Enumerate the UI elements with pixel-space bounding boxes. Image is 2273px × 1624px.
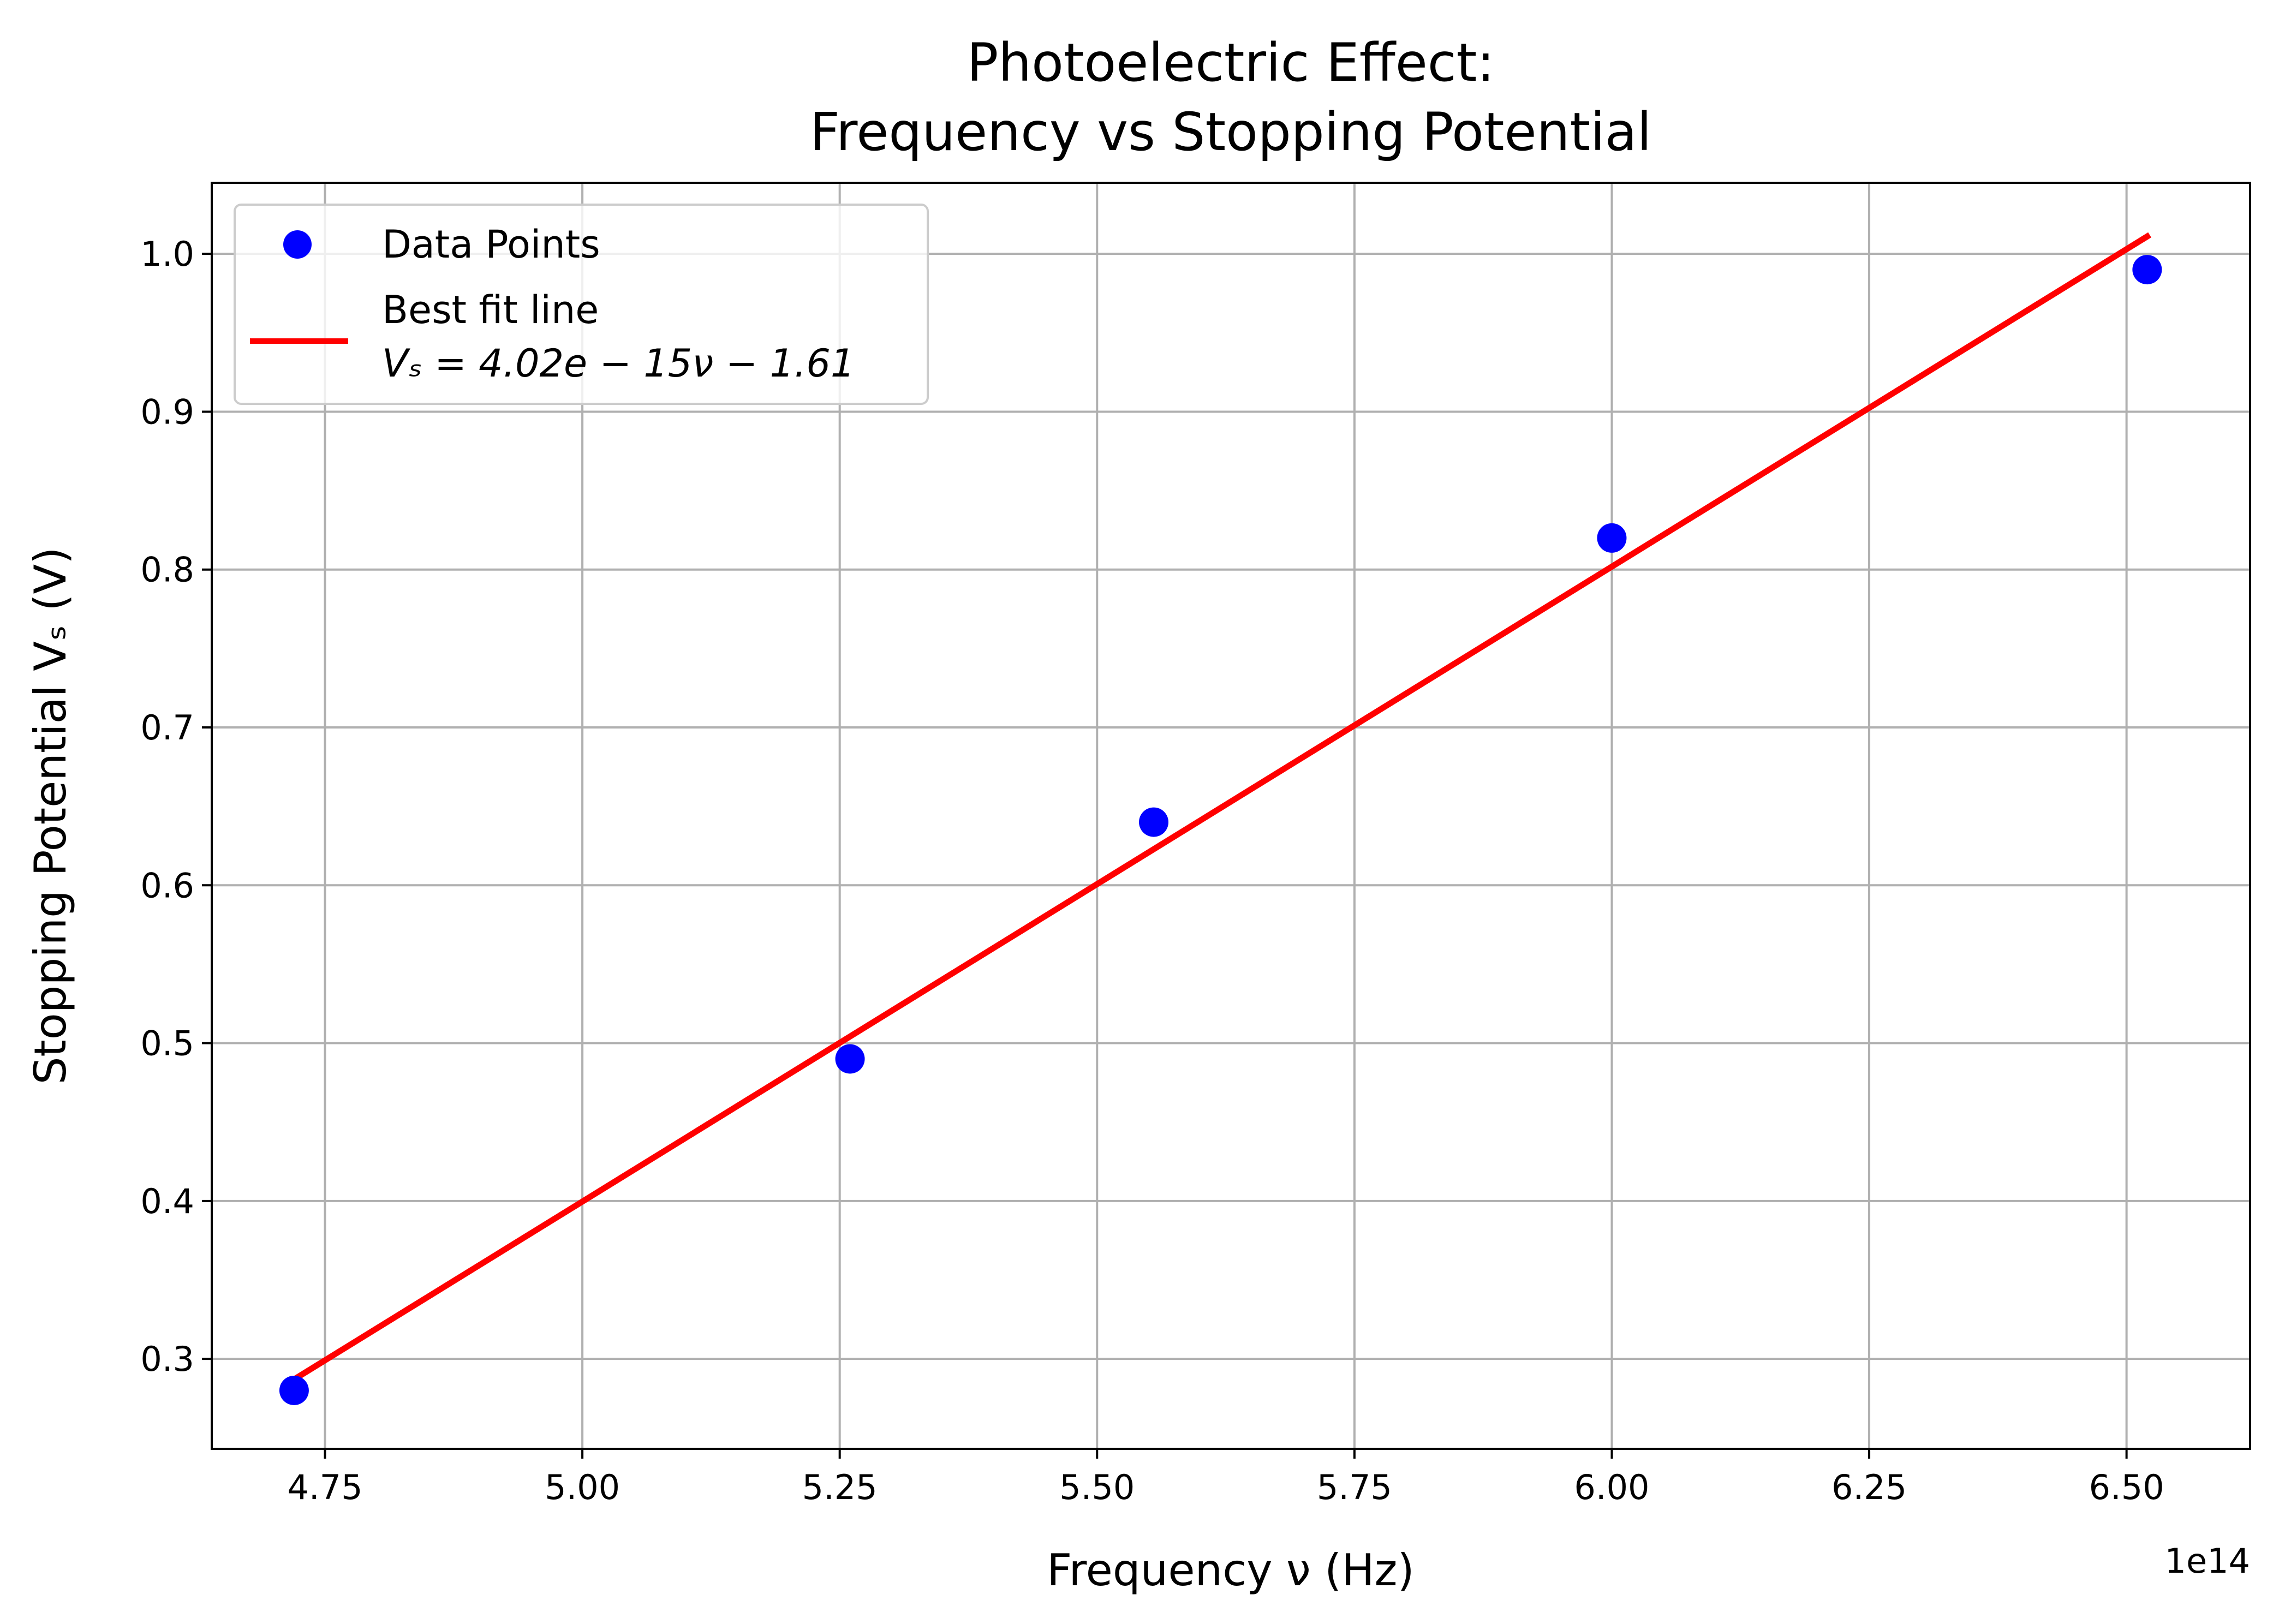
- best-fit-series: [290, 232, 2151, 1384]
- data-points-series: [279, 255, 2162, 1405]
- chart-title: Photoelectric Effect: Frequency vs Stopp…: [810, 32, 1652, 163]
- y-tick-label: 0.8: [140, 550, 194, 590]
- grid: [212, 183, 2250, 1449]
- best-fit-line: [290, 232, 2151, 1384]
- y-tick-label: 0.5: [140, 1024, 194, 1064]
- chart-title-line-1: Photoelectric Effect:: [967, 32, 1494, 93]
- y-tick-label: 0.7: [140, 708, 194, 748]
- x-tick-label: 5.75: [1317, 1467, 1392, 1507]
- legend: Data Points Best fit line Vₛ = 4.02e − 1…: [234, 204, 929, 405]
- x-tick-label: 5.25: [802, 1467, 878, 1507]
- legend-box: [234, 204, 929, 405]
- legend-marker-data-points: [283, 230, 312, 259]
- y-tick-label: 0.9: [140, 392, 194, 432]
- y-axis-label: Stopping Potential Vₛ (V): [25, 547, 76, 1085]
- legend-label-best-fit: Best fit line: [382, 288, 599, 332]
- plot-frame: [211, 182, 2251, 1450]
- data-point: [1597, 523, 1627, 553]
- legend-label-best-fit-equation: Vₛ = 4.02e − 15ν − 1.61: [382, 341, 855, 386]
- y-tick-label: 0.3: [140, 1339, 194, 1379]
- data-point: [835, 1044, 865, 1074]
- data-point: [279, 1375, 309, 1405]
- data-point: [2132, 255, 2162, 285]
- x-tick-label: 6.00: [1574, 1467, 1649, 1507]
- chart-title-line-2: Frequency vs Stopping Potential: [810, 101, 1652, 163]
- x-tick-label: 6.50: [2089, 1467, 2164, 1507]
- x-tick-label: 6.25: [1831, 1467, 1907, 1507]
- y-tick-label: 0.6: [140, 865, 194, 905]
- x-tick-label: 4.75: [287, 1467, 362, 1507]
- y-tick-label: 0.4: [140, 1181, 194, 1221]
- x-axis-offset-label: 1e14: [2165, 1541, 2250, 1581]
- x-tick-label: 5.00: [545, 1467, 620, 1507]
- x-axis-label: Frequency ν (Hz): [1047, 1545, 1414, 1596]
- legend-label-data-points: Data Points: [382, 222, 600, 267]
- x-tick-label: 5.50: [1059, 1467, 1135, 1507]
- axis-ticks: 4.75 5.00 5.25 5.50 5.75 6.00 6.25 6.50 0.3 0.4 0.…: [140, 234, 2164, 1507]
- data-point: [1139, 807, 1169, 837]
- y-tick-label: 1.0: [140, 234, 194, 274]
